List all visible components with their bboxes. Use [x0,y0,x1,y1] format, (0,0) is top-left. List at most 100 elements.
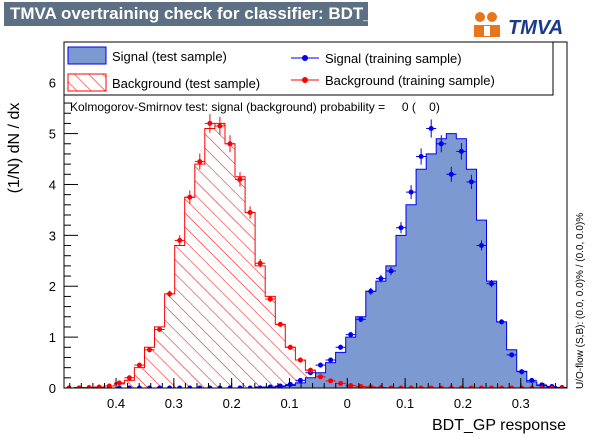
x-tick-label: 0.1 [396,396,414,411]
background-training-point [526,385,537,388]
signal-training-point [436,135,447,153]
signal-training-point [406,185,417,199]
background-training-point [476,385,487,388]
y-tick-label: 1 [49,330,56,345]
signal-training-point [335,344,346,350]
background-training-point [385,385,396,388]
y-tick-label: 5 [49,127,56,142]
signal-training-point [496,319,507,325]
legend-label-signal-test: Signal (test sample) [112,49,227,64]
signal-training-point [265,384,276,388]
background-training-point [466,385,477,388]
y-axis: 0 1 2 3 4 5 6 [49,51,78,396]
background-training-point [265,295,276,303]
legend-swatch-signal-training-dot [302,55,308,61]
signal-training-point [275,383,286,388]
background-training-point [225,135,235,153]
signal-training-point [516,369,527,375]
background-training-point [255,259,266,268]
signal-training-point [416,148,427,165]
signal-training-point [124,385,135,388]
chart-title: TMVA overtraining check for classifier: … [4,2,397,26]
signal-training-point [245,385,256,388]
x-tick-label: 0.2 [454,396,472,411]
y-tick-label: 6 [49,76,56,91]
background-training-point [124,375,135,381]
background-training-point [164,290,175,298]
legend-label-background-training: Background (training sample) [325,73,495,88]
background-training-point [94,384,105,388]
signal-training-point [466,174,477,190]
background-training-point [325,378,336,384]
x-tick-label: 0.1 [280,396,298,411]
y-tick-label: 0 [49,381,56,396]
background-training-point [285,344,296,350]
background-training-point [416,385,427,388]
signal-training-point [375,274,386,283]
signal-training-point [385,266,396,276]
background-training-point [235,172,246,187]
tmva-logo-icon [474,12,500,37]
x-tick-label: 0.4 [107,396,125,411]
background-training-point [104,383,115,388]
signal-training-point [365,287,376,295]
background-training-point [426,385,437,388]
signal-training-point [114,385,125,388]
background-training-point [546,385,557,388]
signal-training-point [456,143,467,160]
background-training-point [396,385,406,388]
background-training-point [144,347,155,353]
legend-swatch-background-training-dot [302,77,308,83]
background-training-point [315,374,326,380]
signal-training-point [184,385,195,388]
background-training-point [305,367,316,373]
background-training-point [204,114,215,133]
background-training-point [74,385,85,388]
legend-label-signal-training: Signal (training sample) [325,51,462,66]
legend-swatch-signal-test [67,46,107,65]
y-axis-label: (1/N) dN / dx [6,103,23,194]
legend-label-background-test: Background (test sample) [112,76,260,91]
signal-training-point [476,240,487,251]
signal-training-point [345,332,356,338]
legend-box [63,41,554,96]
overflow-text: U/O-flow (S,B): (0.0, 0.0)% / (0.0, 0.0)… [575,213,586,389]
legend: Signal (test sample) Signal (training sa… [63,41,554,96]
background-training-point [406,385,417,388]
x-axis-label: BDT_GP response [432,417,566,434]
signal-training-points [64,119,567,388]
signal-training-point [315,362,326,368]
x-tick-label: 0.2 [223,396,241,411]
y-tick-label: 2 [49,279,56,294]
signal-training-point [164,385,175,388]
signal-training-point [446,166,457,182]
signal-training-point [526,377,537,383]
background-training-point [214,116,225,136]
signal-training-point [506,352,517,358]
signal-test-histogram [64,133,567,388]
signal-training-point [396,222,406,234]
signal-training-point [486,280,497,288]
background-training-point [154,326,165,332]
signal-training-point [426,119,437,138]
tmva-logo: TMVA [474,12,563,39]
background-training-point [275,321,286,327]
signal-training-point [325,357,336,363]
background-training-point [295,357,306,363]
background-training-point [174,235,185,246]
background-training-point [506,385,517,388]
background-training-point [184,190,195,204]
signal-training-point [235,385,246,388]
legend-swatch-background-test [67,73,107,92]
signal-training-point [174,385,185,388]
background-training-point [496,385,507,388]
background-training-point [245,206,256,219]
plot-area: 0.4 0.3 0.2 0.1 0 0.1 0.2 0.3 0 1 2 3 4 5 6 [49,41,568,411]
y-tick-label: 3 [49,228,56,243]
x-tick-label: 0.3 [512,396,530,411]
signal-training-point [255,385,266,388]
background-training-point [355,384,366,388]
signal-training-point [355,316,366,322]
signal-training-point [194,385,205,388]
